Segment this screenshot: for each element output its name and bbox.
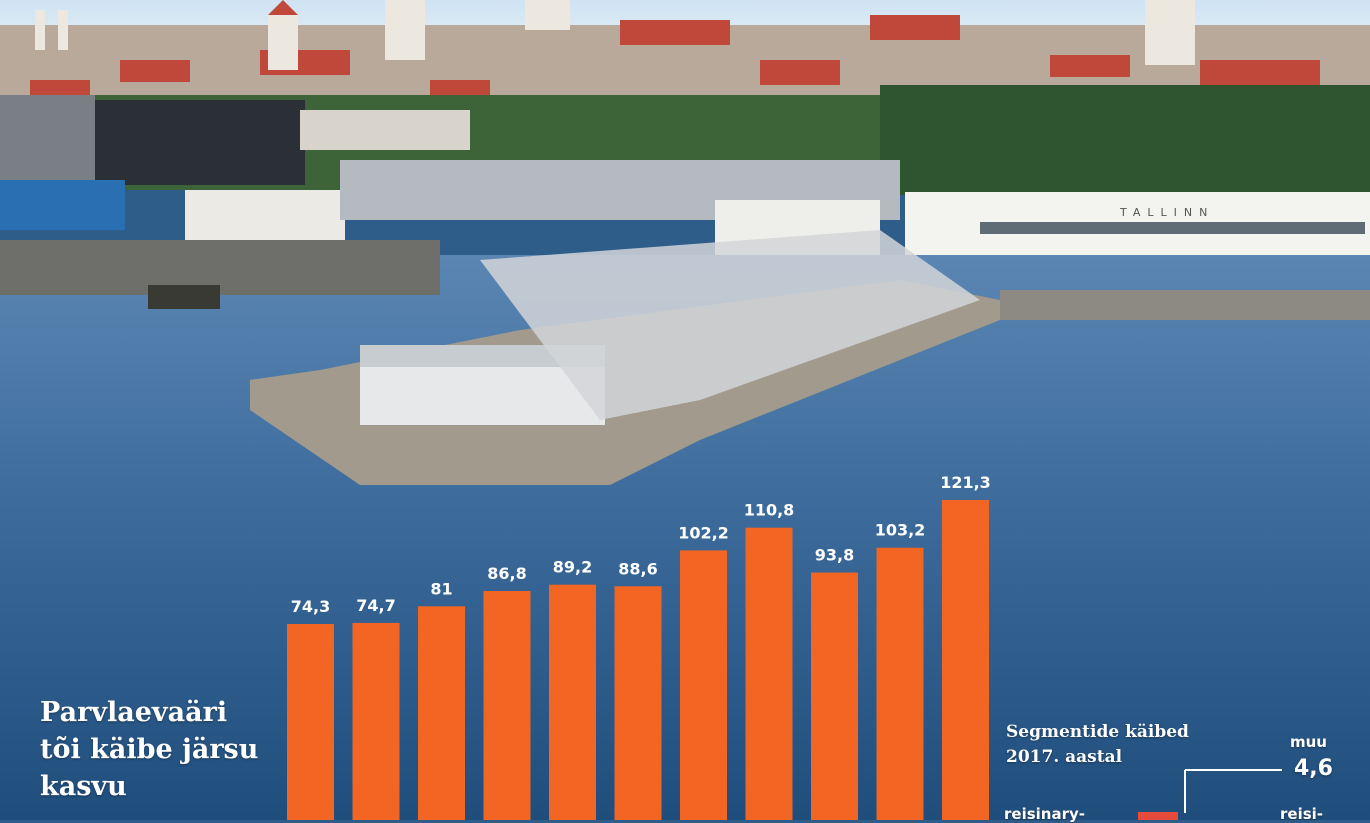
bar-6	[614, 586, 662, 820]
bar-7	[680, 550, 727, 820]
pier-warehouse-roof	[360, 345, 605, 367]
bar-value-label-9: 93,8	[815, 546, 854, 565]
headline-line-1: Parvlaevaäri	[40, 697, 228, 728]
bar-chart: 74,3 74,7 81 86,8 89,2 88,6 102,2 110,8 93,8 103,…	[287, 473, 991, 820]
bar-value-label-4: 86,8	[487, 564, 526, 583]
quay-right	[1000, 290, 1370, 320]
boat	[148, 285, 220, 309]
bar-value-label-11: 121,3	[940, 473, 991, 492]
bar-1	[287, 623, 334, 820]
bar-value-label-1: 74,3	[291, 597, 330, 616]
bar-5	[549, 584, 596, 820]
grey-building	[0, 95, 95, 180]
bar-9	[811, 572, 858, 820]
white-building	[185, 190, 345, 248]
pier-ramps	[480, 230, 980, 420]
bar-2	[352, 622, 400, 820]
segment-muu-value: 4,6	[1294, 756, 1333, 781]
segments-title-line-2: 2017. aastal	[1006, 747, 1123, 767]
donut-segment	[1138, 812, 1178, 820]
segment-left-label: reisinary-	[1004, 805, 1085, 823]
headline-line-2: tõi käibe järsu	[40, 734, 259, 765]
blue-building	[0, 180, 125, 230]
segment-muu-label: muu	[1290, 733, 1327, 751]
segment-right-label: reisi-	[1280, 805, 1324, 823]
bar-value-label-7: 102,2	[678, 523, 729, 542]
terminal-sign: TALLINN	[1119, 206, 1214, 219]
segments-title: Segmentide käibed 2017. aastal	[1006, 720, 1226, 770]
trees-right	[880, 85, 1370, 195]
bar-3	[418, 606, 465, 820]
bar-value-label-3: 81	[430, 579, 452, 598]
headline-line-3: kasvu	[40, 771, 127, 802]
bar-10	[876, 547, 924, 820]
bar-value-label-6: 88,6	[618, 559, 657, 578]
tower-roof	[268, 0, 298, 15]
mid-buildings	[300, 110, 470, 150]
bar-value-label-5: 89,2	[553, 558, 592, 577]
dark-building	[80, 100, 305, 185]
towers	[35, 0, 1195, 70]
headline: Parvlaevaäri tõi käibe järsu kasvu	[40, 694, 290, 805]
bar-value-label-2: 74,7	[356, 596, 395, 615]
segments-title-line-1: Segmentide käibed	[1006, 722, 1189, 742]
bar-4	[483, 591, 531, 820]
terminal-windows-top	[980, 222, 1365, 234]
bar-11	[942, 500, 989, 820]
roofs	[30, 15, 1320, 100]
bar-value-label-10: 103,2	[875, 521, 926, 540]
bar-8	[745, 527, 793, 820]
bar-value-label-8: 110,8	[744, 501, 795, 520]
